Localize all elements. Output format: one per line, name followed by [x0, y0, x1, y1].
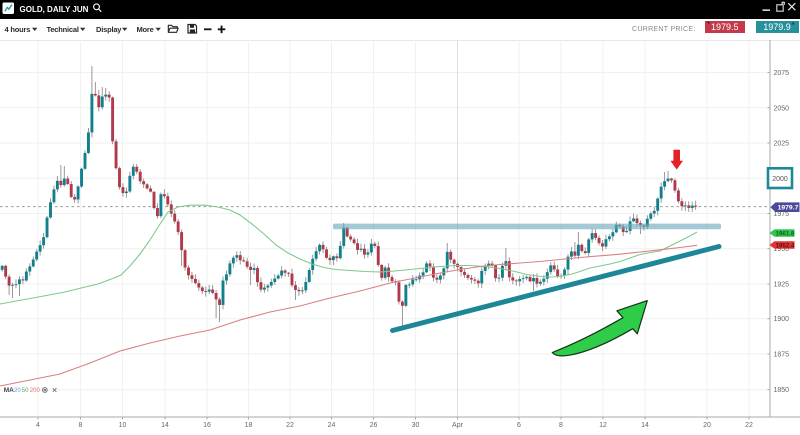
svg-text:1875: 1875	[774, 352, 790, 359]
svg-text:2050: 2050	[774, 105, 790, 112]
svg-text:Apr: Apr	[452, 422, 464, 429]
svg-text:1900: 1900	[774, 316, 790, 323]
svg-text:1979.7: 1979.7	[778, 205, 799, 212]
svg-text:1850: 1850	[774, 387, 790, 394]
svg-text:12: 12	[599, 422, 607, 429]
svg-text:22: 22	[745, 422, 753, 429]
svg-text:4: 4	[36, 422, 40, 429]
svg-text:1950: 1950	[774, 246, 790, 253]
svg-text:50: 50	[22, 388, 29, 394]
svg-text:8: 8	[559, 422, 563, 429]
svg-text:2000: 2000	[772, 176, 788, 183]
svg-text:200: 200	[30, 388, 41, 394]
svg-text:1975: 1975	[774, 211, 790, 218]
svg-text:8: 8	[79, 422, 83, 429]
svg-text:2075: 2075	[774, 70, 790, 77]
svg-text:24: 24	[328, 422, 336, 429]
svg-text:10: 10	[119, 422, 127, 429]
svg-text:20: 20	[14, 388, 21, 394]
svg-text:1961.8: 1961.8	[776, 230, 795, 237]
svg-text:MA: MA	[4, 387, 14, 394]
svg-text:2025: 2025	[774, 141, 790, 148]
svg-text:18: 18	[245, 422, 253, 429]
svg-text:22: 22	[286, 422, 294, 429]
svg-text:1925: 1925	[774, 282, 790, 289]
svg-text:1952.4: 1952.4	[776, 242, 795, 249]
svg-text:26: 26	[370, 422, 378, 429]
svg-text:16: 16	[203, 422, 211, 429]
svg-text:30: 30	[412, 422, 420, 429]
svg-text:14: 14	[161, 422, 169, 429]
svg-text:6: 6	[517, 422, 521, 429]
svg-text:20: 20	[703, 422, 711, 429]
svg-text:14: 14	[641, 422, 649, 429]
